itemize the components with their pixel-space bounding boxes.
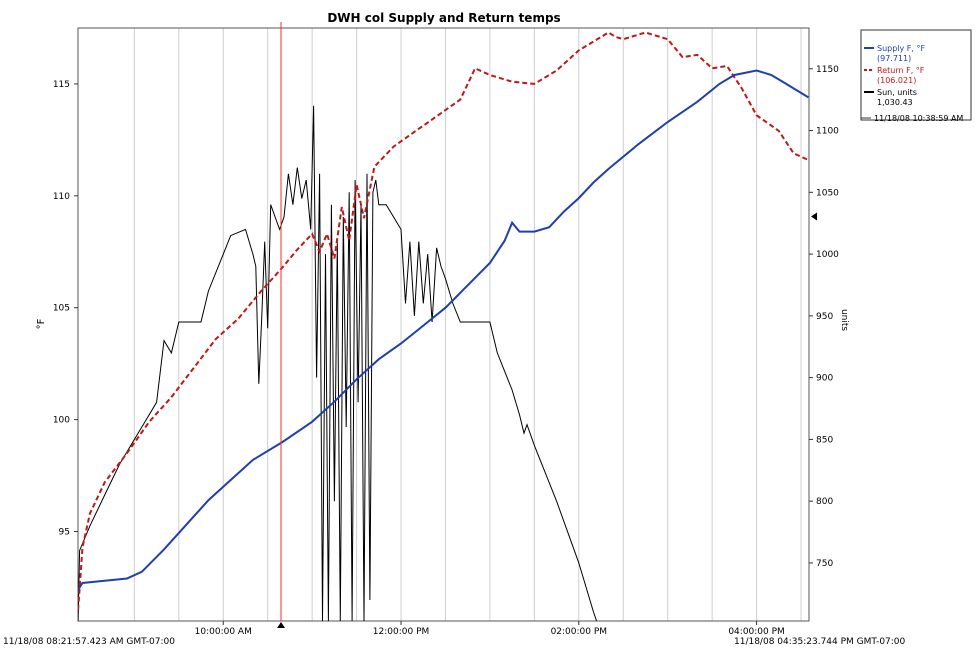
legend-label-supply: Supply F, °F [877,44,925,53]
right-tick-label: 800 [816,497,833,507]
right-tick-label: 950 [816,312,833,322]
right-tick-label: 1050 [816,188,839,198]
series-line-supply [78,69,809,591]
series-line-sun [78,105,598,621]
chart-title: DWH col Supply and Return temps [327,11,560,25]
x-tick-label: 12:00:00 PM [373,627,429,637]
left-tick-label: 95 [59,527,70,537]
plot-area-frame [77,27,810,622]
left-axis-ticks: 95 100 105 110 115 [53,80,78,537]
right-axis-value-marker-icon [811,212,817,221]
x-tick-label: 04:00:00 PM [728,627,784,637]
plot-series-group [78,31,809,621]
left-tick-label: 100 [53,416,70,426]
time-cursor-marker-icon[interactable] [277,622,286,628]
right-tick-label: 750 [816,559,833,569]
left-tick-label: 115 [53,80,70,90]
legend-value-return: (106.021) [877,76,916,85]
x-tick-label: 10:00:00 AM [195,627,252,637]
legend-value-sun: 1,030.43 [877,98,913,107]
right-tick-label: 1100 [816,127,839,137]
right-tick-label: 850 [816,435,833,445]
legend-time: 11/18/08 10:38:59 AM [874,114,963,123]
right-axis-label: units [839,309,849,331]
x-tick-label: 02:00:00 PM [551,627,607,637]
legend-label-sun: Sun, units [877,88,917,97]
legend-value-supply: (97.711) [877,54,911,63]
grid-lines [133,28,802,621]
legend-box [860,29,972,121]
left-axis-label: °F [36,318,47,329]
x-axis-ticks: 10:00:00 AM 12:00:00 PM 02:00:00 PM 04:00:0… [195,621,785,637]
legend-label-return: Return F, °F [877,66,925,75]
right-tick-label: 1150 [816,65,839,75]
right-axis-ticks: 750 800 850 900 950 1000 1050 1100 1150 [809,65,839,569]
x-end-label: 11/18/08 04:35:23.744 PM GMT-07:00 [734,637,906,647]
right-tick-label: 1000 [816,250,839,260]
left-tick-label: 110 [53,192,70,202]
left-tick-label: 105 [53,304,70,314]
series-line-return [78,31,809,610]
x-start-label: 11/18/08 08:21:57.423 AM GMT-07:00 [3,637,175,647]
right-tick-label: 900 [816,374,833,384]
legend: Supply F, °F (97.711) Return F, °F (106.… [860,29,972,123]
